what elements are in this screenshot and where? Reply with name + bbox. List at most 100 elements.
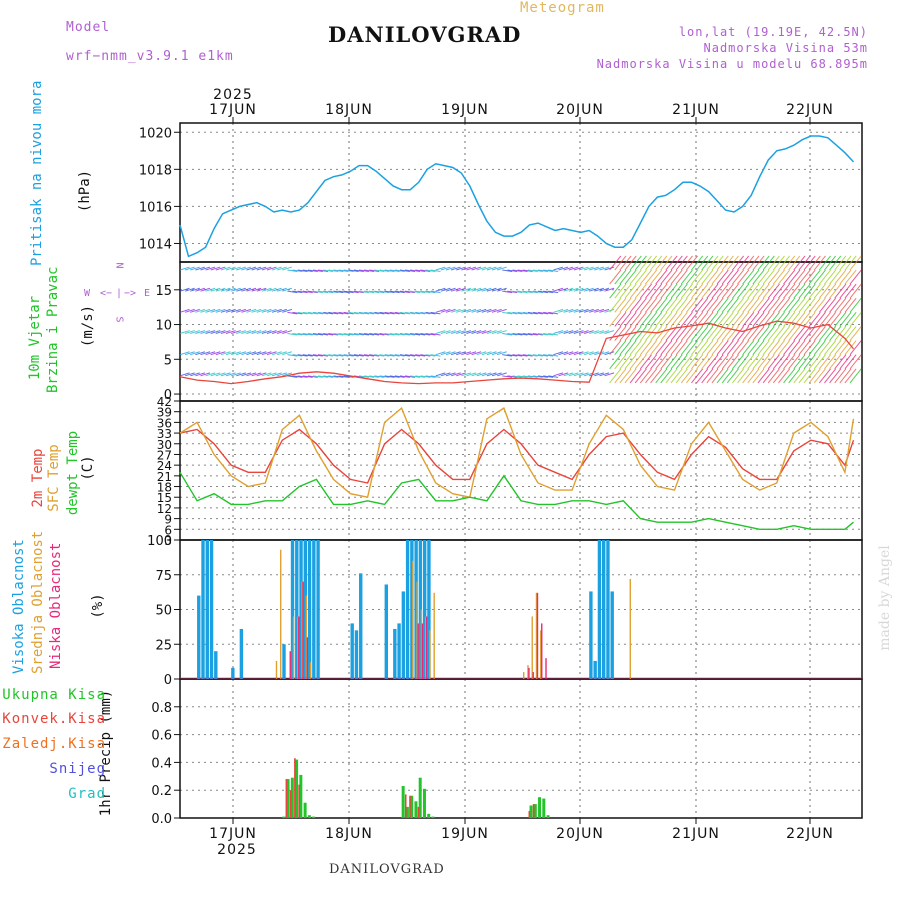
precip-bar-conv (404, 794, 407, 818)
wind-barb (639, 269, 652, 285)
wind-barb (502, 354, 513, 357)
wind-barb (338, 290, 349, 294)
wind-barb (348, 290, 359, 294)
wind-barb (461, 372, 472, 377)
wind-barb (752, 368, 765, 384)
wind-barb (793, 283, 806, 299)
wind-barb (803, 326, 816, 341)
wind-barb (425, 375, 436, 378)
wind-barb (629, 283, 642, 299)
wind-barb (829, 354, 842, 370)
wind-barb (205, 287, 216, 292)
wind-speed-line (179, 320, 855, 385)
wind-barb (553, 308, 564, 313)
wind-barb (706, 312, 719, 327)
wind-barb (726, 255, 739, 271)
wind-barb (849, 269, 862, 285)
wind-barb (236, 266, 246, 271)
wind-barb (634, 368, 647, 384)
wind-barb (762, 283, 775, 299)
wind-barb (445, 372, 456, 377)
wind-barb (440, 330, 451, 334)
wind-barb (680, 255, 693, 271)
cloud-bar-low (289, 651, 291, 679)
wind-barb (225, 287, 236, 292)
wind-barb (399, 269, 410, 272)
wind-barb (721, 297, 734, 313)
cloud-bar-high (427, 540, 431, 679)
wind-barb (287, 311, 298, 315)
wind-barb (650, 354, 663, 370)
wind-barb (210, 330, 221, 334)
wind-barb (517, 375, 528, 378)
wind-barb (609, 283, 622, 299)
wind-barb (318, 311, 329, 315)
wind-barb (522, 290, 533, 294)
wind-barb (645, 255, 658, 271)
x-tick-label-bottom: 20JUN (556, 826, 604, 842)
wind-barb (476, 266, 487, 271)
wind-barb (639, 255, 652, 271)
wind-barb (849, 368, 862, 384)
wind-barb (266, 351, 277, 356)
wind-barb (639, 297, 652, 313)
wind-barb (364, 269, 375, 272)
wind-barb (404, 269, 416, 272)
wind-barb (675, 269, 688, 285)
wind-barb (517, 333, 528, 336)
lonlat-label: lon,lat (19.19E, 42.5N) (678, 25, 868, 39)
cloud-bar-high (350, 623, 354, 679)
wind-barb (706, 340, 719, 355)
wind-barb (563, 266, 574, 271)
wind-barb (583, 330, 594, 334)
cloud-bar-high (316, 540, 320, 679)
wind-barb (619, 269, 632, 285)
y-tick-label: 18 (157, 481, 172, 495)
wind-barb (353, 333, 364, 336)
wind-barb (179, 308, 190, 313)
wind-barb (271, 266, 282, 271)
wind-barb (471, 372, 482, 377)
wind-barb (594, 330, 605, 334)
wind-barb (205, 308, 216, 313)
wind-barb (675, 312, 688, 327)
wind-barb (394, 311, 405, 315)
wind-barb (522, 375, 533, 378)
compass-east: E (144, 288, 151, 299)
wind-barb (261, 351, 272, 356)
wind-barb (818, 312, 831, 327)
wind-barb (772, 312, 785, 327)
wind-barb (772, 283, 785, 299)
wind-barb (543, 333, 554, 336)
wind-barb (757, 326, 770, 341)
wind-barb (737, 297, 750, 313)
wind-barb (747, 297, 760, 313)
wind-barb (512, 290, 523, 294)
wind-barb (420, 354, 431, 357)
wind-barb (277, 308, 287, 313)
wind-barb (369, 290, 380, 294)
wind-barb (675, 283, 688, 299)
wind-barb (834, 312, 847, 327)
wind-barb (456, 287, 466, 292)
wind-barb (379, 354, 390, 357)
wind-barb (410, 290, 421, 294)
wind-barb (297, 269, 308, 272)
precip-bar-total (286, 779, 290, 818)
wind-barb (537, 354, 549, 357)
wind-barb (624, 297, 637, 313)
wind-barb (512, 375, 523, 378)
wind-barb (215, 266, 226, 271)
cloud-bar-low (298, 616, 300, 679)
wind-barb (757, 269, 770, 285)
wind-barb (323, 333, 334, 336)
cloud-bar-mid (309, 662, 312, 679)
wind-barb (231, 372, 241, 377)
wind-barb (839, 340, 852, 355)
wind-barb (379, 311, 390, 315)
wind-barb (543, 375, 554, 378)
wind-barb (184, 330, 195, 334)
wind-barb (767, 297, 780, 313)
wind-barb (563, 330, 574, 334)
